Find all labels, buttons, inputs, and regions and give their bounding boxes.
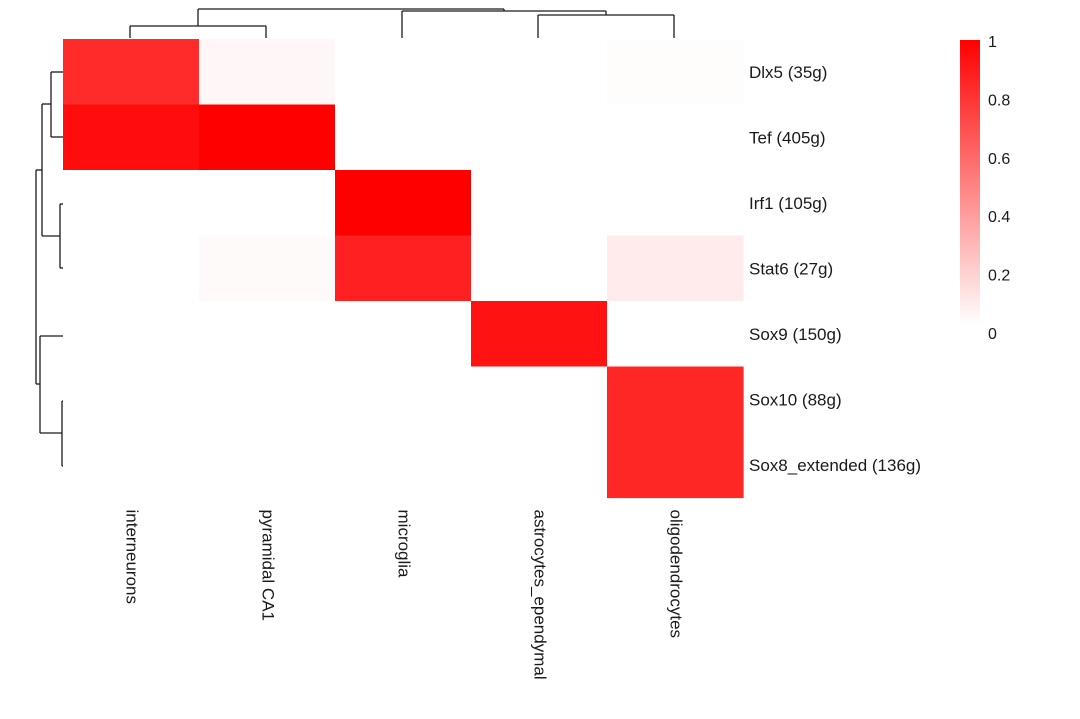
heatmap-cell [335, 432, 472, 499]
column-label: oligodendrocytes [667, 510, 686, 639]
row-label: Tef (405g) [749, 128, 826, 147]
legend-tick-label: 0 [988, 326, 997, 343]
heatmap-cell [607, 301, 744, 368]
heatmap-cell [335, 170, 472, 237]
legend-tick-label: 0.2 [988, 268, 1010, 285]
heatmap-cell [471, 301, 608, 368]
color-legend: 1 0.8 0.6 0.4 0.2 0 [960, 34, 1010, 343]
heatmap-cell [335, 235, 472, 302]
heatmap-cell [607, 39, 744, 106]
heatmap-cell [607, 170, 744, 237]
heatmap-cell [471, 170, 608, 237]
legend-tick-label: 0.8 [988, 92, 1010, 109]
heatmap-cell [471, 104, 608, 171]
legend-tick-label: 0.4 [988, 209, 1010, 226]
heatmap-cell [471, 235, 608, 302]
column-labels: interneurons pyramidal CA1 microglia astroc… [123, 510, 686, 680]
heatmap-cell [63, 235, 200, 302]
heatmap-cell [607, 366, 744, 433]
heatmap-cell [63, 39, 200, 106]
column-label: microglia [395, 510, 414, 579]
legend-tick-label: 1 [988, 34, 997, 51]
heatmap-cell [607, 432, 744, 499]
heatmap-cell [335, 301, 472, 368]
heatmap-cell [199, 432, 336, 499]
row-label: Dlx5 (35g) [749, 63, 827, 82]
row-label: Sox10 (88g) [749, 390, 842, 409]
column-label: astrocytes_ependymal [531, 510, 550, 680]
heatmap-cell [471, 39, 608, 106]
heatmap-cell [471, 432, 608, 499]
heatmap-cell [199, 39, 336, 106]
row-label: Sox8_extended (136g) [749, 456, 921, 475]
heatmap-cell [199, 235, 336, 302]
heatmap-cells [63, 39, 744, 499]
heatmap-cell [63, 366, 200, 433]
heatmap-cell [199, 366, 336, 433]
heatmap-cell [335, 366, 472, 433]
row-dendrogram [35, 71, 63, 467]
heatmap-cell [63, 301, 200, 368]
heatmap-cell [199, 170, 336, 237]
legend-color-bar [960, 40, 980, 325]
heatmap-cell [63, 104, 200, 171]
heatmap-cell [335, 39, 472, 106]
legend-tick-label: 0.6 [988, 151, 1010, 168]
heatmap-cell [199, 301, 336, 368]
heatmap-cell [471, 366, 608, 433]
column-label: interneurons [123, 510, 142, 605]
row-labels: Dlx5 (35g) Tef (405g) Irf1 (105g) Stat6 (27… [749, 63, 921, 475]
heatmap-cell [63, 170, 200, 237]
column-label: pyramidal CA1 [259, 510, 278, 622]
heatmap-cell [607, 104, 744, 171]
row-label: Irf1 (105g) [749, 194, 827, 213]
heatmap-cell [607, 235, 744, 302]
column-dendrogram [129, 8, 675, 38]
heatmap-cell [63, 432, 200, 499]
heatmap-cell [335, 104, 472, 171]
row-label: Sox9 (150g) [749, 325, 842, 344]
heatmap-cell [199, 104, 336, 171]
row-label: Stat6 (27g) [749, 259, 833, 278]
